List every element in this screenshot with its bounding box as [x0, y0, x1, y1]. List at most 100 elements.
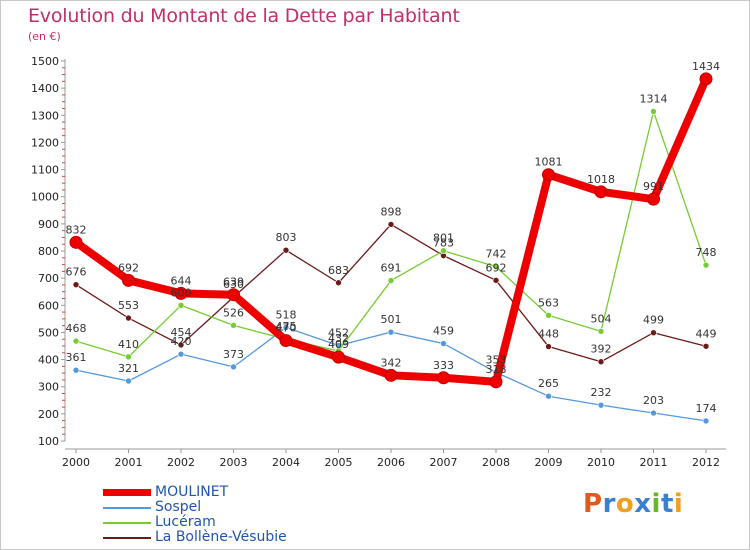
data-point [177, 301, 185, 309]
data-label: 630 [223, 278, 244, 291]
data-point [335, 279, 342, 287]
data-label: 683 [328, 264, 349, 277]
logo-letter: i [673, 489, 684, 519]
data-label: 783 [433, 237, 454, 250]
y-tick-label: 100 [38, 435, 59, 448]
data-point [702, 417, 710, 425]
data-point [72, 366, 80, 374]
data-label: 373 [223, 348, 244, 361]
data-point [702, 342, 710, 350]
data-label: 1434 [692, 60, 720, 73]
chart-title: Evolution du Montant de la Dette par Hab… [28, 5, 460, 27]
data-point [545, 392, 552, 400]
x-tick-label: 2000 [62, 456, 90, 469]
data-label: 501 [381, 313, 402, 326]
legend-label: MOULINET [155, 484, 229, 500]
data-label: 410 [118, 338, 139, 351]
data-point [125, 353, 132, 361]
logo-letter: P [583, 489, 603, 519]
y-tick-label: 600 [38, 299, 59, 312]
data-label: 353 [486, 353, 507, 366]
data-point [492, 263, 500, 271]
data-label: 898 [381, 205, 402, 218]
data-point [440, 340, 447, 347]
data-point [647, 192, 660, 206]
data-label: 832 [66, 223, 87, 236]
x-tick-label: 2004 [272, 456, 300, 469]
data-label: 504 [591, 312, 612, 325]
data-label: 742 [486, 248, 507, 261]
data-point [230, 322, 237, 329]
data-label: 361 [66, 351, 87, 364]
x-tick-label: 2003 [220, 456, 248, 469]
y-tick-label: 800 [38, 245, 59, 258]
x-tick-label: 2005 [325, 456, 353, 469]
x-tick-label: 2006 [377, 456, 405, 469]
proxiti-logo: Proxiti [583, 489, 683, 519]
data-label: 448 [538, 328, 559, 341]
data-point [545, 343, 552, 350]
data-label: 1314 [640, 92, 668, 105]
data-label: 748 [696, 246, 717, 259]
data-point [72, 281, 80, 288]
data-point [387, 277, 395, 284]
data-label: 420 [171, 335, 192, 348]
x-tick-label: 2012 [692, 456, 720, 469]
data-label: 470 [276, 322, 297, 335]
data-point [282, 246, 290, 254]
logo-letter: x [634, 489, 652, 519]
data-point [545, 312, 552, 319]
y-tick-label: 400 [38, 354, 59, 367]
data-label: 475 [276, 320, 297, 333]
data-label: 392 [591, 343, 612, 356]
data-point [332, 350, 345, 364]
y-tick-label: 900 [38, 218, 59, 231]
data-label: 232 [591, 386, 612, 399]
logo-letter: r [602, 489, 616, 519]
y-tick-label: 1100 [31, 164, 59, 177]
data-point [69, 235, 83, 249]
data-label: 409 [328, 338, 349, 351]
data-point [227, 288, 240, 302]
data-label: 468 [66, 322, 87, 335]
data-point [542, 168, 555, 182]
logo-letter: i [651, 489, 661, 519]
y-tick-label: 1000 [31, 191, 59, 204]
x-tick-label: 2008 [482, 456, 510, 469]
chart-unit-label: (en €) [28, 30, 61, 43]
data-label: 459 [433, 325, 454, 338]
data-point [384, 368, 398, 382]
data-label: 526 [223, 306, 244, 319]
x-tick-label: 2007 [430, 456, 458, 469]
legend-label: Sospel [155, 499, 202, 515]
data-label: 600 [171, 286, 192, 299]
data-label: 333 [433, 359, 454, 372]
x-tick-label: 2002 [167, 456, 195, 469]
data-label: 449 [696, 327, 717, 340]
data-point [440, 247, 447, 255]
data-label: 318 [486, 363, 507, 376]
data-label: 203 [643, 394, 664, 407]
data-point [387, 221, 395, 228]
data-label: 432 [328, 332, 349, 345]
data-point [177, 350, 185, 358]
legend-swatch [103, 522, 151, 524]
data-point [594, 185, 608, 199]
data-point [489, 375, 503, 389]
data-label: 321 [118, 362, 139, 375]
y-tick-label: 500 [38, 326, 59, 339]
data-point [387, 328, 395, 336]
data-point [230, 363, 237, 371]
data-point [437, 371, 450, 385]
data-point [650, 329, 657, 337]
logo-letter: o [615, 489, 635, 519]
data-label: 563 [538, 296, 559, 309]
data-label: 803 [276, 231, 297, 244]
x-tick-label: 2001 [115, 456, 143, 469]
logo-letter: t [660, 489, 674, 519]
data-point [597, 328, 605, 335]
data-label: 801 [433, 232, 454, 245]
data-label: 454 [171, 326, 192, 339]
